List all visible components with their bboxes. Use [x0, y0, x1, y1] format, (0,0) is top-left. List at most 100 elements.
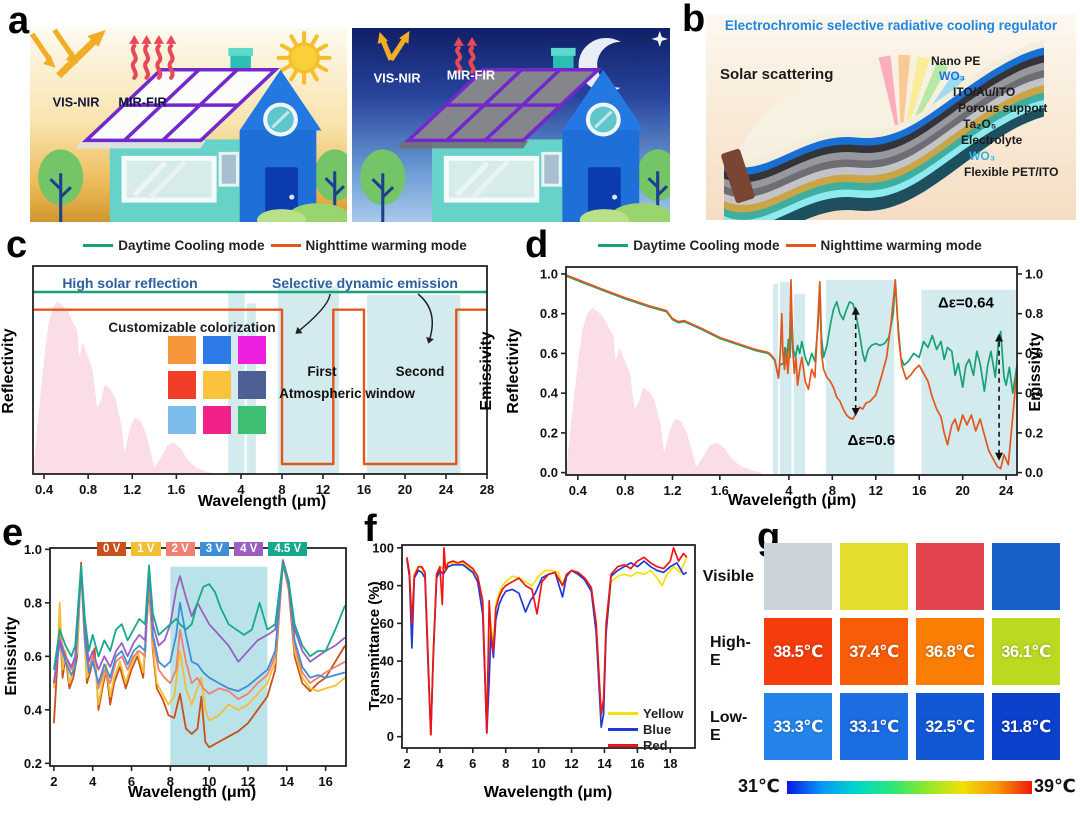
panel-letter-d: d: [525, 224, 549, 266]
chart-text: Selective dynamic emission: [272, 275, 458, 291]
voltage-chip: 1 V: [131, 542, 161, 556]
vis-nir-arrows-icon: [30, 28, 106, 79]
chart-text: 0.4: [1025, 386, 1044, 401]
measured-spectra-chart: 0.4 0.8 1.2 1.6 4 8 12 16 20 24 0.0 0.0 0.2 0.2 0.4 0.4…: [540, 266, 1044, 498]
chart-text: 10: [202, 774, 216, 788]
chart-text: 12: [316, 482, 330, 497]
legend-line-swatch: [608, 743, 638, 748]
film-layer: [724, 77, 1044, 210]
g-row-label: Visible: [702, 567, 754, 585]
chart-text: Δε=0.6: [848, 432, 896, 449]
y-axis-title: Transmittance (%): [366, 581, 383, 711]
heat-wave: [130, 43, 138, 80]
chart-text: 16: [357, 482, 371, 497]
night-house-illustration: VIS-NIR MIR-FIR: [352, 28, 670, 222]
color-swatch: [238, 336, 266, 364]
legend-line-swatch: [785, 243, 816, 248]
panel-letter-b: b: [682, 0, 706, 40]
chart-text: 24: [439, 482, 454, 497]
layer-label: ITO/Au/ITO: [953, 85, 1016, 99]
roof-regulator-panel-night: [398, 68, 603, 149]
mir-fir-label: MIR-FIR: [118, 96, 166, 110]
chart-text: 14: [280, 774, 295, 788]
legend-label: Daytime Cooling mode: [633, 238, 780, 253]
heat-wave-arrowhead: [166, 34, 177, 44]
legend-c: Daytime Cooling mode Nighttime warming mo…: [60, 238, 490, 253]
y-axis-title: Emissivity: [1027, 332, 1044, 412]
atmospheric-window-band: [825, 279, 895, 475]
chart-text: 80: [380, 578, 394, 593]
chart-text: 1.0: [24, 542, 42, 557]
legend-item: Nighttime warming mode: [270, 238, 467, 253]
heat-wave-arrowhead: [453, 36, 464, 46]
chart-text: Second: [396, 364, 445, 379]
film-layer: [724, 40, 1044, 172]
pointer-arrow: [417, 293, 433, 339]
sun-ray: [310, 34, 319, 47]
layer-label: Ta₂O₅: [963, 117, 997, 131]
thermal-image: 36.1℃: [992, 618, 1060, 685]
chart-text: 100: [372, 540, 394, 555]
heat-wave-arrowhead: [141, 34, 152, 44]
heat-wave: [143, 43, 151, 80]
g-row-label: Low-E: [710, 708, 748, 744]
atmospheric-window-band: [780, 281, 792, 475]
chart-text: 0.8: [79, 482, 97, 497]
voltage-emissivity-chart: 2 4 6 8 10 12 14 16 0.2 0.4 0.6 0.8 1.0: [24, 542, 347, 788]
y-axis-title: Emissivity: [3, 616, 20, 696]
sun-ray: [316, 63, 329, 73]
plot-frame: [565, 266, 1018, 476]
chart-text: 1.6: [167, 482, 185, 497]
sun-ray: [310, 69, 319, 82]
thermal-image: 33.1℃: [840, 693, 908, 760]
legend-item: Nighttime warming mode: [785, 238, 982, 253]
day-house-illustration: VIS-NIR MIR-FIR: [30, 28, 347, 222]
chart-text: 12: [241, 774, 255, 788]
thermal-image: 36.8℃: [916, 618, 984, 685]
panel-letter-f: f: [364, 508, 377, 550]
legend-f: Yellow Blue Red: [608, 706, 683, 753]
legend-item: Daytime Cooling mode: [83, 238, 265, 253]
legend-line-swatch: [270, 243, 301, 248]
chart-text: 4: [89, 774, 97, 788]
heat-wave-arrowhead: [129, 34, 140, 44]
heat-wave-arrowhead: [153, 34, 164, 44]
film-layer: [724, 55, 1044, 187]
layer-label: Nano PE: [931, 54, 981, 68]
chart-text: 0.4: [540, 386, 559, 401]
heat-wave: [468, 45, 476, 74]
customizable-colorization-label: Customizable colorization: [108, 320, 276, 335]
chart-text: 10: [531, 756, 545, 771]
legend-item: Daytime Cooling mode: [598, 238, 780, 253]
heat-wave: [167, 43, 175, 80]
film-layer: [773, 107, 1044, 220]
chart-text: Atmospheric window: [279, 386, 415, 401]
mir-fir-arrows-icon: [129, 34, 177, 80]
vis-nir-label: VIS-NIR: [53, 96, 100, 110]
legend-line-swatch: [608, 727, 638, 732]
chart-text: 0.2: [540, 425, 558, 440]
thermal-image: 31.8℃: [992, 693, 1060, 760]
sun-ray: [316, 43, 329, 52]
legend-label: Yellow: [643, 706, 684, 721]
chart-text: High solar reflection: [62, 275, 197, 291]
chart-text: 0.8: [540, 306, 558, 321]
color-swatch: [168, 371, 196, 399]
chart-text: 4: [237, 482, 245, 497]
legend-item: Yellow: [608, 706, 683, 721]
legend-label: Daytime Cooling mode: [118, 238, 265, 253]
series-nighttime-warming-mode: [565, 274, 1018, 470]
heat-wave: [455, 45, 463, 74]
chart-text: 6: [128, 774, 135, 788]
chart-text: 8: [278, 482, 285, 497]
color-swatch-grid: [168, 336, 266, 434]
chart-text: 16: [318, 774, 332, 788]
color-swatch: [168, 336, 196, 364]
voltage-chip: 4.5 V: [268, 542, 308, 556]
chart-text: 1.0: [1025, 266, 1043, 281]
x-axis-title: Wavelength (μm): [197, 493, 327, 510]
regulator-title: Electrochromic selective radiative cooli…: [724, 18, 1058, 33]
g-row-label: High-E: [710, 633, 751, 669]
legend-item: Blue: [608, 722, 683, 737]
legend-label: Nighttime warming mode: [820, 238, 982, 253]
